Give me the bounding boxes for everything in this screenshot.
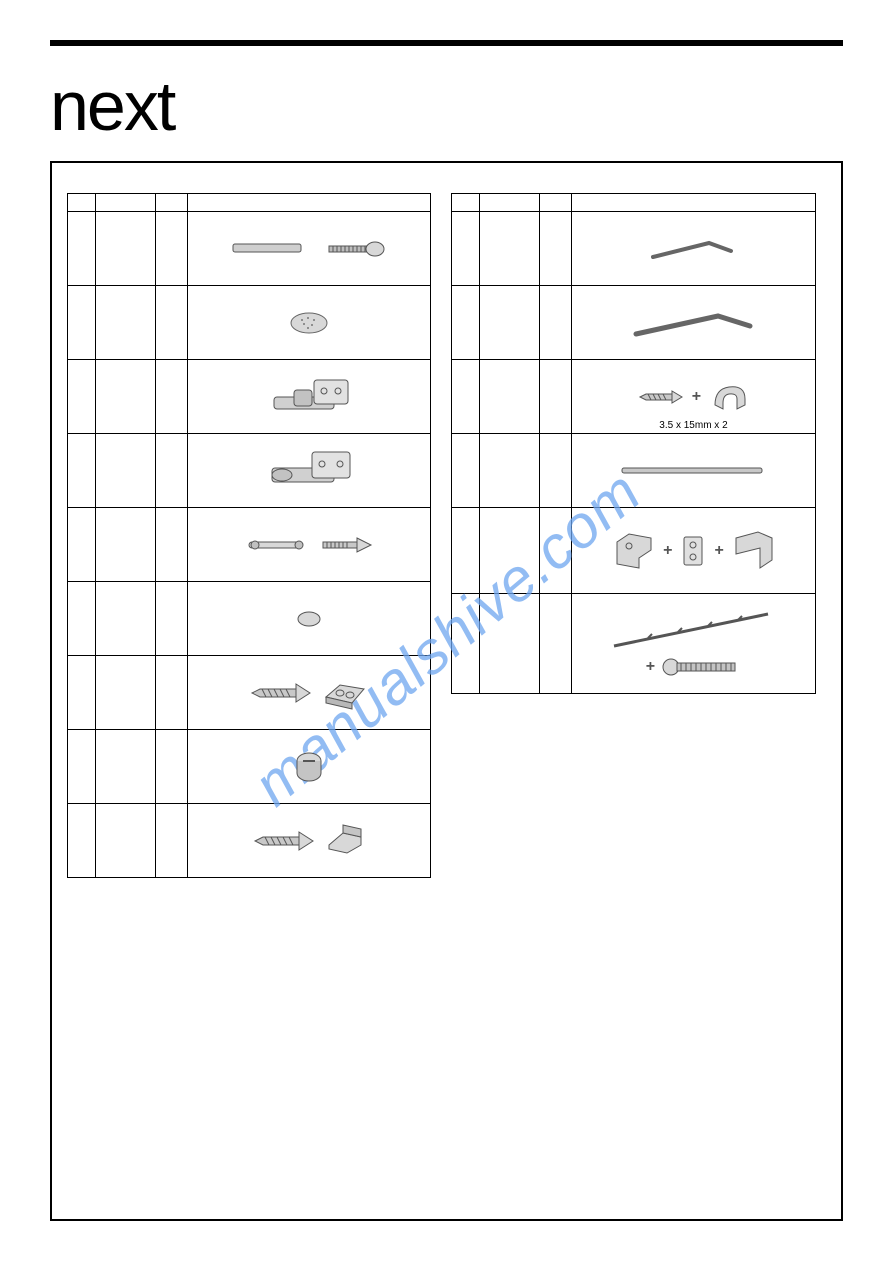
- rail-icon: [608, 608, 778, 652]
- parts-table-left: [67, 193, 431, 878]
- table-row: [68, 804, 431, 878]
- plus-sign: +: [646, 658, 655, 676]
- plus-sign: +: [692, 388, 701, 406]
- wall-bracket-b-icon: [678, 531, 708, 571]
- wood-screw-icon: [248, 678, 314, 708]
- wall-bracket-c-icon: [730, 528, 776, 574]
- screw-size-caption: 3.5 x 15mm x 2: [659, 420, 727, 431]
- dowel-icon: [243, 532, 313, 558]
- clip-icon: [707, 379, 751, 415]
- top-rule: [50, 40, 843, 46]
- table-row: [68, 730, 431, 804]
- plus-sign: +: [714, 542, 723, 560]
- content-frame: manualshive.com: [50, 161, 843, 1221]
- magnet-disc-icon: [294, 608, 324, 630]
- table-row: [452, 212, 815, 286]
- bolt-icon: [327, 236, 387, 262]
- brand-logo: next: [50, 71, 843, 141]
- table-row: [452, 434, 815, 508]
- table-row: [68, 212, 431, 286]
- threaded-bolt-icon: [661, 654, 741, 680]
- table-header: [452, 194, 815, 212]
- table-row: [68, 508, 431, 582]
- table-row: [68, 434, 431, 508]
- cam-cover-icon: [286, 308, 332, 338]
- table-row: [452, 286, 815, 360]
- wall-bracket-a-icon: [611, 528, 657, 574]
- hinge-b-icon: [254, 446, 364, 496]
- cam-lock-icon: [289, 747, 329, 787]
- plus-sign: +: [663, 542, 672, 560]
- table-row: [68, 656, 431, 730]
- wood-screw-icon: [251, 826, 317, 856]
- table-header: [68, 194, 431, 212]
- allen-key-large-icon: [628, 302, 758, 344]
- parts-table-right: + 3.5 x 15mm x 2: [451, 193, 815, 694]
- table-row: [68, 286, 431, 360]
- rod-icon: [618, 459, 768, 483]
- flat-screw-icon: [319, 530, 375, 560]
- small-screw-icon: [636, 384, 686, 410]
- fixing-block-icon: [320, 673, 370, 713]
- table-row: + 3.5 x 15mm x 2: [452, 360, 815, 434]
- table-row: [68, 582, 431, 656]
- table-row: [68, 360, 431, 434]
- hinge-a-icon: [254, 372, 364, 422]
- handle-icon: [231, 236, 321, 262]
- l-bracket-icon: [323, 823, 367, 859]
- table-row: +: [452, 594, 815, 694]
- allen-key-small-icon: [643, 231, 743, 267]
- table-row: + +: [452, 508, 815, 594]
